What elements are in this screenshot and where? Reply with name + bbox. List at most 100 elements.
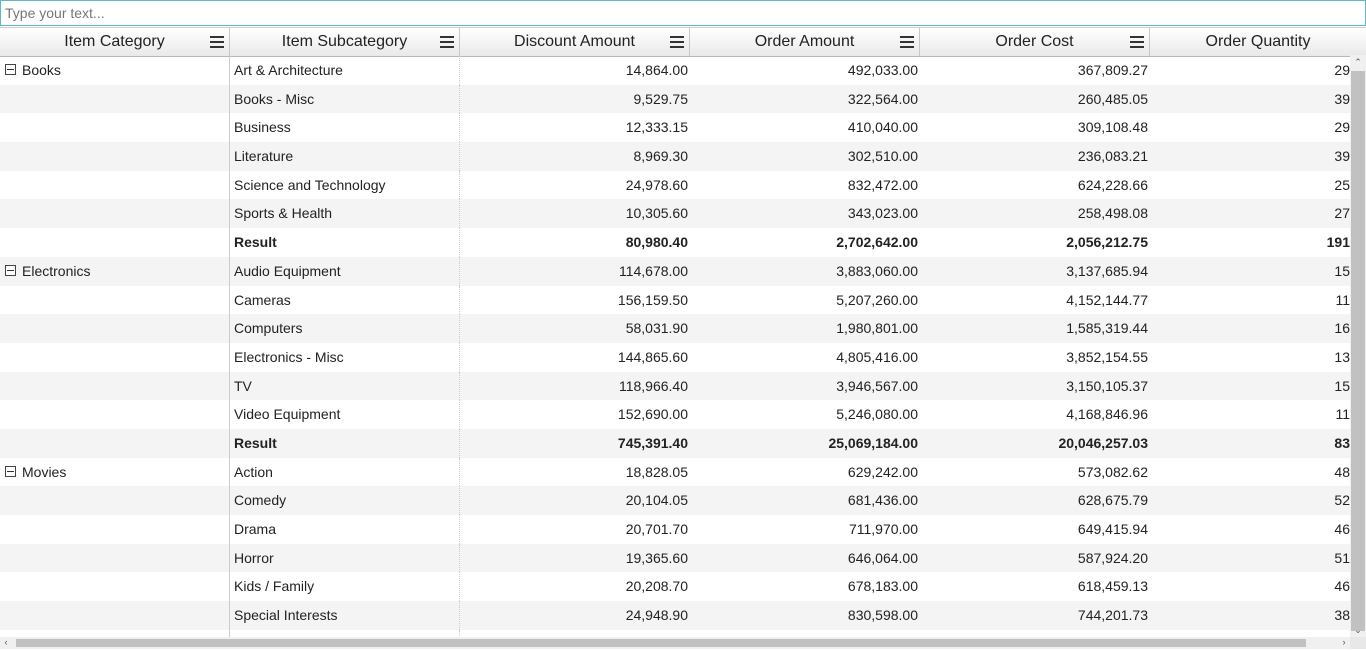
order-cost-cell: 628,675.79 <box>1077 492 1148 509</box>
order-cost-cell: 649,415.94 <box>1077 521 1148 537</box>
item-category-cell <box>0 515 230 544</box>
hamburger-menu-icon[interactable] <box>1130 36 1144 48</box>
order-quantity-cell: 11 <box>1335 291 1350 308</box>
order-cost-cell: 236,083.21 <box>1077 148 1148 165</box>
scroll-up-arrow-icon[interactable]: ⌃ <box>1354 57 1362 67</box>
order-amount-cell: 3,946,567.00 <box>836 377 918 394</box>
order-quantity-cell: 83 <box>1334 434 1350 451</box>
table-row[interactable]: Business 12,333.15 410,040.00 309,108.48 29 <box>0 113 1352 143</box>
discount-amount-cell: 20,208.70 <box>625 578 688 595</box>
table-row[interactable]: Sports & Health 10,305.60 343,023.00 258,49… <box>0 199 1352 229</box>
column-header-label: Discount Amount <box>514 33 635 50</box>
order-cost-cell: 4,168,846.96 <box>1066 406 1148 423</box>
table-row[interactable]: Movies Action 18,828.05 629,242.00 573,082.6… <box>0 457 1352 487</box>
subtotal-row[interactable]: Result 745,391.40 25,069,184.00 20,046,257.… <box>0 428 1352 458</box>
order-quantity-cell: 13 <box>1334 348 1350 365</box>
order-quantity-cell: 191 <box>1326 234 1350 251</box>
order-amount-cell: 410,040.00 <box>847 119 918 136</box>
table-row[interactable]: Drama 20,701.70 711,970.00 649,415.94 46 <box>0 515 1352 544</box>
item-category-cell <box>0 486 230 515</box>
order-quantity-cell: 46 <box>1334 578 1350 595</box>
hamburger-menu-icon[interactable] <box>210 36 224 48</box>
discount-amount-cell: 745,391.40 <box>617 434 688 451</box>
column-header-order-quantity[interactable]: Order Quantity <box>1150 28 1366 56</box>
category-label: Electronics <box>22 262 91 279</box>
column-header-label: Order Quantity <box>1205 33 1311 50</box>
item-category-cell <box>0 543 230 573</box>
discount-amount-cell: 18,828.05 <box>625 463 688 480</box>
order-quantity-cell: 27 <box>1334 205 1350 222</box>
collapse-minus-icon[interactable] <box>5 64 16 76</box>
item-subcategory-cell: Electronics - Misc <box>230 342 460 372</box>
hamburger-menu-icon[interactable] <box>900 36 914 48</box>
column-header-row: Item Category Item Subcategory Discount … <box>0 27 1366 57</box>
column-header-item-subcategory[interactable]: Item Subcategory <box>230 28 460 56</box>
order-quantity-cell: 39 <box>1334 148 1350 165</box>
order-cost-cell: 20,046,257.03 <box>1058 434 1148 451</box>
order-amount-cell: 3,883,060.00 <box>836 262 918 279</box>
item-subcategory-cell: Literature <box>230 142 460 171</box>
order-cost-cell: 624,228.66 <box>1077 176 1148 193</box>
collapse-minus-icon[interactable] <box>5 265 16 277</box>
scroll-right-arrow-icon[interactable]: › <box>1342 637 1346 647</box>
table-row[interactable]: Horror 19,365.60 646,064.00 587,924.20 51 <box>0 543 1352 573</box>
table-row[interactable]: Cameras 156,159.50 5,207,260.00 4,152,144.7… <box>0 285 1352 315</box>
table-row[interactable]: Comedy 20,104.05 681,436.00 628,675.79 52 <box>0 486 1352 515</box>
table-row[interactable]: TV 118,966.40 3,946,567.00 3,150,105.37 15 <box>0 371 1352 401</box>
subtotal-row[interactable]: Result 80,980.40 2,702,642.00 2,056,212.75 1… <box>0 228 1352 257</box>
order-quantity-cell: 16 <box>1334 320 1350 337</box>
order-cost-cell: 744,201.73 <box>1077 607 1148 624</box>
horizontal-scrollbar[interactable]: ‹ › <box>0 637 1350 649</box>
table-row[interactable]: Books Art & Architecture 14,864.00 492,033.… <box>0 56 1352 85</box>
order-amount-cell: 302,510.00 <box>847 148 918 165</box>
scroll-left-arrow-icon[interactable]: ‹ <box>4 637 8 647</box>
order-amount-cell: 5,246,080.00 <box>836 406 918 423</box>
column-header-order-amount[interactable]: Order Amount <box>690 28 920 56</box>
table-row[interactable]: Literature 8,969.30 302,510.00 236,083.21 39 <box>0 142 1352 171</box>
order-quantity-cell: 52 <box>1334 492 1350 509</box>
item-subcategory-cell: Result <box>230 428 460 458</box>
item-subcategory-cell: Drama <box>230 515 460 544</box>
order-amount-cell: 492,033.00 <box>847 62 918 78</box>
order-cost-cell: 3,137,685.94 <box>1066 262 1148 279</box>
order-amount-cell: 2,702,642.00 <box>836 234 918 251</box>
scroll-down-arrow-icon[interactable]: ⌄ <box>1354 625 1362 635</box>
vertical-scroll-thumb[interactable] <box>1351 71 1365 631</box>
column-header-label: Order Amount <box>754 33 855 50</box>
order-cost-cell: 573,082.62 <box>1077 463 1148 480</box>
order-cost-cell: 309,108.48 <box>1077 119 1148 136</box>
column-header-order-cost[interactable]: Order Cost <box>920 28 1150 56</box>
column-header-item-category[interactable]: Item Category <box>0 28 230 56</box>
column-header-label: Item Category <box>64 33 165 50</box>
table-row[interactable]: Electronics Audio Equipment 114,678.00 3,88… <box>0 256 1352 286</box>
table-row[interactable]: Books - Misc 9,529.75 322,564.00 260,485.05… <box>0 84 1352 114</box>
collapse-minus-icon[interactable] <box>5 465 16 477</box>
hamburger-menu-icon[interactable] <box>440 36 454 48</box>
column-header-label: Item Subcategory <box>281 33 408 50</box>
discount-amount-cell: 144,865.60 <box>617 348 688 365</box>
table-row[interactable]: Kids / Family 20,208.70 678,183.00 618,459.… <box>0 572 1352 602</box>
discount-amount-cell: 19,365.60 <box>625 549 688 566</box>
order-amount-cell: 343,023.00 <box>847 205 918 222</box>
table-row[interactable]: Electronics - Misc 144,865.60 4,805,416.00… <box>0 342 1352 372</box>
item-subcategory-cell: Horror <box>230 543 460 573</box>
item-subcategory-cell: Kids / Family <box>230 572 460 602</box>
vertical-scrollbar[interactable]: ⌃ ⌄ <box>1350 55 1366 637</box>
horizontal-scroll-thumb[interactable] <box>16 639 1306 647</box>
item-subcategory-cell: Audio Equipment <box>230 256 460 286</box>
search-input[interactable] <box>0 0 1366 26</box>
table-row[interactable]: Computers 58,031.90 1,980,801.00 1,585,319.… <box>0 314 1352 343</box>
table-row[interactable]: Science and Technology 24,978.60 832,472.0… <box>0 170 1352 200</box>
item-subcategory-cell: Art & Architecture <box>230 56 460 85</box>
order-quantity-cell: 51 <box>1334 549 1350 566</box>
order-quantity-cell: 15 <box>1334 262 1350 279</box>
hamburger-menu-icon[interactable] <box>670 36 684 48</box>
item-category-cell <box>0 285 230 315</box>
item-category-cell <box>0 342 230 372</box>
column-header-discount-amount[interactable]: Discount Amount <box>460 28 690 56</box>
scrollbar-corner <box>1350 637 1366 649</box>
table-row[interactable]: Video Equipment 152,690.00 5,246,080.00 4,1… <box>0 400 1352 429</box>
discount-amount-cell: 80,980.40 <box>625 234 688 251</box>
discount-amount-cell: 20,104.05 <box>625 492 688 509</box>
table-row[interactable]: Special Interests 24,948.90 830,598.00 744,… <box>0 601 1352 630</box>
